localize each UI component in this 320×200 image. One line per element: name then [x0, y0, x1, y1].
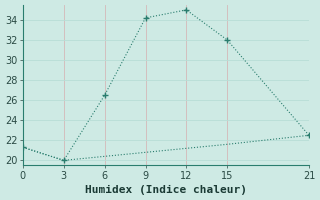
X-axis label: Humidex (Indice chaleur): Humidex (Indice chaleur): [85, 185, 247, 195]
